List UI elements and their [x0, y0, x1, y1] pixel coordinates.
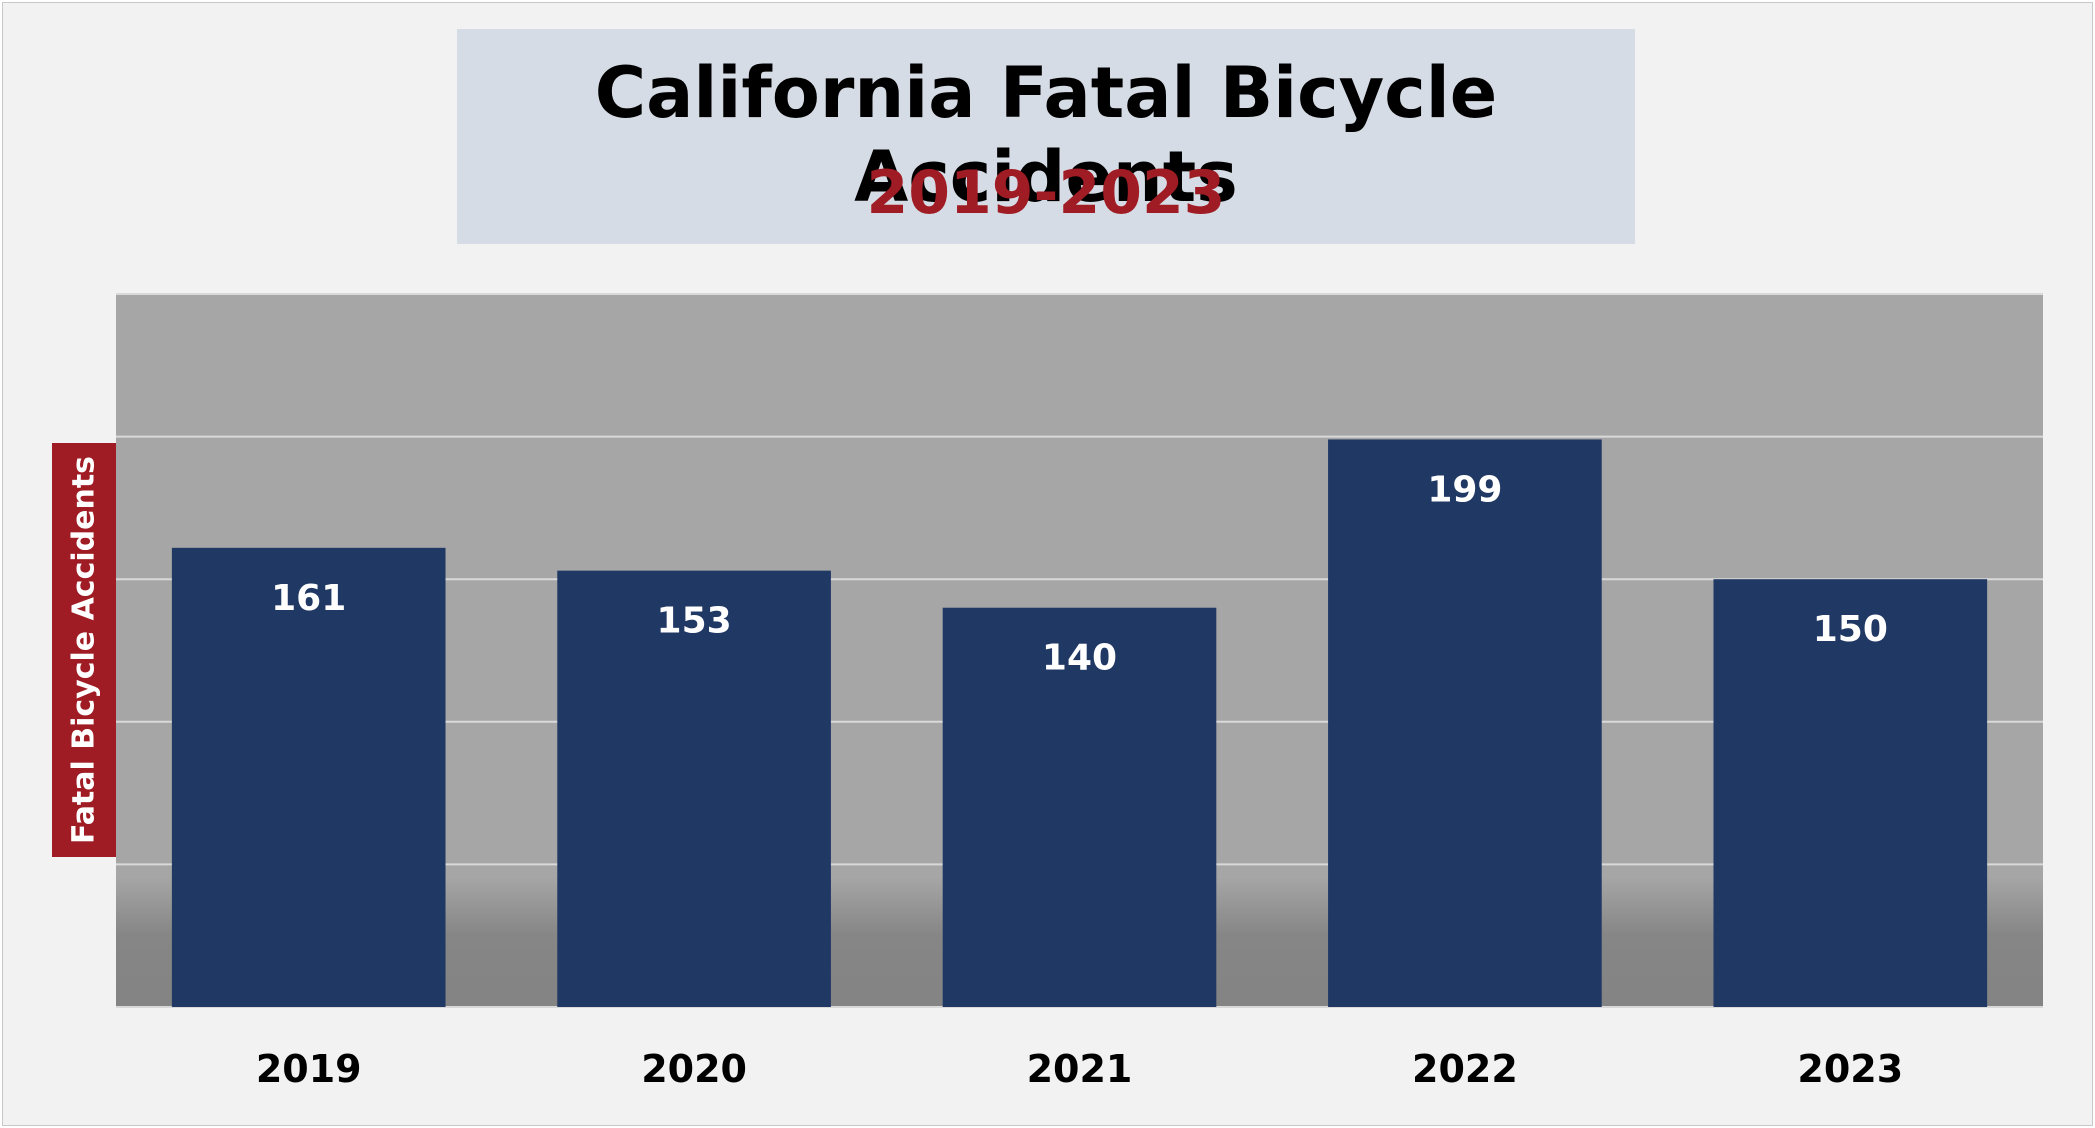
bars: [171, 439, 1988, 1007]
data-label-2023: 150: [1813, 609, 1888, 650]
title-box: California Fatal Bicycle Accidents 2019-…: [457, 29, 1635, 244]
x-tick-label-2022: 2022: [1412, 1047, 1518, 1091]
x-tick-label-2019: 2019: [256, 1047, 362, 1091]
bar-2019: [171, 547, 446, 1007]
data-label-2021: 140: [1042, 638, 1117, 679]
chart-title: California Fatal Bicycle Accidents: [594, 52, 1498, 218]
x-tick-labels: 2019 2020 2021 2022 2023: [256, 1047, 1903, 1091]
data-label-2019: 161: [271, 578, 346, 619]
y-axis-label-box: Fatal Bicycle Accidents: [52, 443, 116, 857]
chart-subtitle: 2019-2023: [866, 158, 1226, 228]
x-tick-label-2023: 2023: [1797, 1047, 1903, 1091]
data-label-2022: 199: [1427, 469, 1502, 510]
bar-2023: [1713, 579, 1988, 1007]
x-tick-label-2020: 2020: [641, 1047, 747, 1091]
bar-2020: [557, 570, 831, 1007]
data-labels: 161 153 140 199 150: [271, 469, 1888, 678]
x-tick-label-2021: 2021: [1027, 1047, 1133, 1091]
data-label-2020: 153: [657, 601, 732, 642]
bar-2022: [1328, 439, 1602, 1007]
bar-2021: [942, 607, 1217, 1007]
